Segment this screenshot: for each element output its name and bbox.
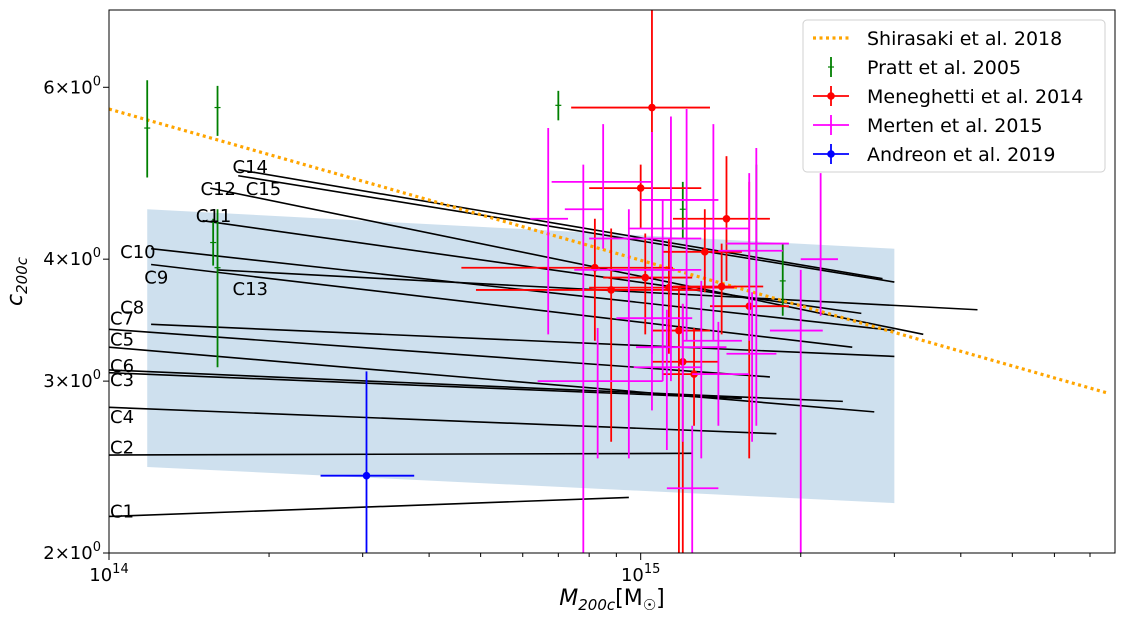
meneghetti-et-al-2014-point <box>672 243 764 335</box>
cluster-line-c5 <box>109 346 875 413</box>
marker-dot <box>717 282 726 291</box>
marker-dot <box>675 326 683 335</box>
pratt-et-al-2005-point <box>555 90 562 121</box>
cluster-label-c10: C10 <box>120 242 155 263</box>
x-tick-label: 1014 <box>89 562 128 586</box>
cluster-label-c13: C13 <box>233 279 268 300</box>
legend-box <box>802 19 1106 173</box>
y-tick-label: 2×100 <box>43 540 101 564</box>
merten-et-al-2015-point <box>551 124 652 249</box>
marker-dot <box>722 214 731 223</box>
cluster-line-c4 <box>109 406 777 435</box>
cluster-label-c7: C7 <box>110 308 134 329</box>
merten-et-al-2015-point <box>726 147 789 426</box>
cluster-line-c3 <box>109 371 742 400</box>
pratt-et-al-2005-point <box>144 80 151 178</box>
cluster-label-c8: C8 <box>120 298 144 319</box>
meneghetti-et-al-2014-point <box>589 164 702 229</box>
marker-dot <box>636 184 645 192</box>
merten-et-al-2015-point <box>718 173 783 341</box>
cluster-label-c11: C11 <box>196 206 231 227</box>
marker-dot <box>641 273 650 282</box>
legend-label: Andreon et al. 2019 <box>867 144 1055 166</box>
pratt-et-al-2005-point <box>214 209 221 368</box>
pratt-et-al-2005-point <box>214 85 221 136</box>
cluster-line-c14 <box>238 168 883 280</box>
merten-et-al-2015-point <box>564 164 604 553</box>
merten-et-al-2015-point <box>537 328 663 459</box>
pratt-et-al-2005-point <box>679 181 686 239</box>
legend-label: Merten et al. 2015 <box>867 115 1043 137</box>
y-axis-label: c200c <box>3 256 31 306</box>
y-tick-label: 4×100 <box>43 246 101 270</box>
legend-label: Meneghetti et al. 2014 <box>867 86 1083 108</box>
legend-swatch-dot <box>827 150 835 158</box>
y-tick-label: 6×100 <box>43 74 101 98</box>
cluster-label-c4: C4 <box>110 407 134 428</box>
marker-dot <box>362 471 371 480</box>
merten-et-al-2015-point <box>633 309 702 451</box>
legend-entry: Meneghetti et al. 2014 <box>813 86 1083 108</box>
marker-dot <box>648 103 656 112</box>
merten-et-al-2015-point <box>800 173 838 316</box>
cluster-line-c7 <box>109 328 770 378</box>
legend-label: Shirasaki et al. 2018 <box>867 28 1062 50</box>
legend-entry: Merten et al. 2015 <box>813 115 1043 137</box>
cluster-label-c3: C3 <box>110 370 134 391</box>
plot-area <box>147 209 895 504</box>
cluster-label-c9: C9 <box>144 268 168 289</box>
cluster-label-c6: C6 <box>110 356 134 377</box>
merten-et-al-2015-point <box>682 280 742 459</box>
legend-entry: Andreon et al. 2019 <box>813 144 1055 166</box>
merten-et-al-2015-point <box>769 269 823 553</box>
pratt-et-al-2005-point <box>210 218 217 266</box>
merten-et-al-2015-point <box>530 128 569 335</box>
legend: Shirasaki et al. 2018 Pratt et al. 2005 Me… <box>802 19 1106 173</box>
cluster-line-c6 <box>109 369 843 403</box>
pratt-et-al-2005-point <box>779 243 786 316</box>
merten-et-al-2015-point <box>672 124 750 341</box>
x-tick-label: 1015 <box>621 562 660 586</box>
merten-et-al-2015-point <box>640 109 719 341</box>
merten-et-al-2015-point <box>616 269 693 411</box>
cluster-label-c14: C14 <box>233 157 268 178</box>
merten-et-al-2015-point <box>726 292 777 442</box>
merten-et-al-2015-point <box>616 199 702 382</box>
x-axis-label: M200c[M☉] <box>559 586 665 614</box>
andreon-et-al-2019-point <box>320 371 415 553</box>
meneghetti-et-al-2014-point <box>651 286 710 553</box>
cluster-label-c2: C2 <box>110 437 134 458</box>
meneghetti-et-al-2014-point <box>672 156 770 281</box>
marker-dot <box>700 248 709 256</box>
legend-entry: Shirasaki et al. 2018 <box>813 28 1062 50</box>
cluster-label-c5: C5 <box>110 330 134 351</box>
cluster-label-c1: C1 <box>110 502 134 523</box>
cluster-line-c9 <box>151 263 853 348</box>
legend-swatch-dot <box>827 92 835 100</box>
cluster-line-c8 <box>151 323 895 358</box>
y-tick-label: 3×100 <box>43 368 101 392</box>
merten-et-al-2015-point <box>666 425 719 553</box>
cluster-line-c12 <box>210 187 924 336</box>
cluster-line-c1 <box>109 496 629 518</box>
cluster-line-c2 <box>109 452 693 456</box>
chart-marks <box>109 10 1107 553</box>
legend-entry: Pratt et al. 2005 <box>828 57 1021 79</box>
merten-et-al-2015-point <box>692 321 750 426</box>
legend-label: Pratt et al. 2005 <box>867 57 1021 79</box>
uncertainty-band <box>147 209 895 504</box>
meneghetti-et-al-2014-point <box>662 209 742 293</box>
plot-frame <box>108 9 1116 554</box>
cluster-line-c15 <box>238 174 895 283</box>
cluster-label-c15: C15 <box>246 179 281 200</box>
cluster-label-c12: C12 <box>201 179 236 200</box>
